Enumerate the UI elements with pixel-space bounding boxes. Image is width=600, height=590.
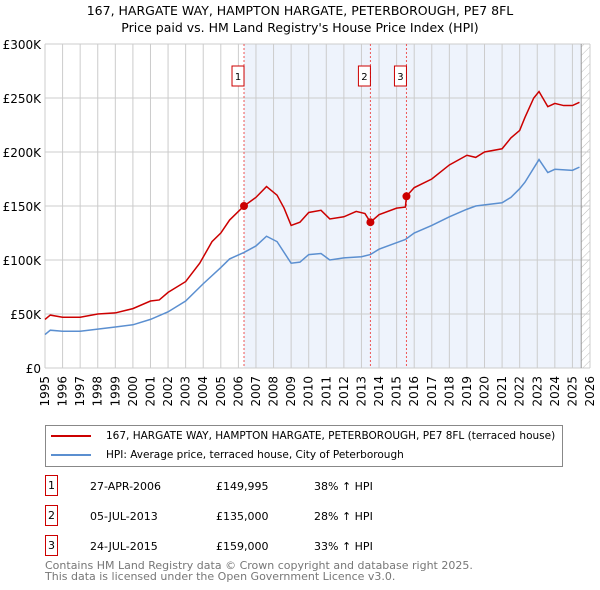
sale-hpi-change: 38% ↑ HPI xyxy=(314,479,373,493)
sale-point xyxy=(366,218,375,227)
y-tick-label: £300K xyxy=(3,38,43,52)
x-tick-label: 2005 xyxy=(214,376,228,407)
sale-hpi-change: 33% ↑ HPI xyxy=(314,539,373,553)
sale-number-badge: 3 xyxy=(45,535,58,556)
x-tick-label: 1998 xyxy=(91,376,105,407)
x-tick-label: 2013 xyxy=(354,376,368,407)
sale-point xyxy=(402,192,411,201)
legend-swatch-property xyxy=(51,435,91,437)
sale-point xyxy=(240,202,249,211)
x-tick-label: 2017 xyxy=(425,376,439,407)
hpi-line xyxy=(44,158,580,336)
legend-label-hpi: HPI: Average price, terraced house, City… xyxy=(106,449,404,461)
legend-swatch-hpi xyxy=(51,454,91,456)
y-tick-label: £250K xyxy=(3,92,43,106)
footer-line: This data is licensed under the Open Gov… xyxy=(45,570,396,583)
x-tick-label: 2008 xyxy=(267,376,281,407)
sale-date: 05-JUL-2013 xyxy=(90,509,158,523)
sale-label-box xyxy=(357,65,371,87)
property-price-line xyxy=(44,90,580,320)
sale-label: 2 xyxy=(361,72,367,83)
y-tick-label: £100K xyxy=(3,254,43,268)
footer: Contains HM Land Registry data © Crown c… xyxy=(45,560,473,582)
x-tick-label: 1995 xyxy=(38,376,52,407)
y-tick-label: £150K xyxy=(3,200,43,214)
x-tick-label: 2016 xyxy=(407,376,421,407)
x-tick-label: 2006 xyxy=(231,376,245,407)
y-tick-label: £0 xyxy=(26,362,41,376)
sale-price: £135,000 xyxy=(216,509,269,523)
x-tick-label: 2025 xyxy=(565,376,579,407)
sale-label: 1 xyxy=(235,72,241,83)
sale-hpi-change: 28% ↑ HPI xyxy=(314,509,373,523)
sale-number-badge: 1 xyxy=(45,475,58,496)
chart-title: 167, HARGATE WAY, HAMPTON HARGATE, PETER… xyxy=(86,3,514,18)
x-tick-label: 2001 xyxy=(143,376,157,407)
x-tick-label: 2024 xyxy=(548,376,562,407)
x-tick-label: 1996 xyxy=(56,376,70,407)
x-tick-label: 1997 xyxy=(73,376,87,407)
sale-label-box xyxy=(231,65,245,87)
footer-line: Contains HM Land Registry data © Crown c… xyxy=(45,559,473,572)
x-tick-label: 2007 xyxy=(249,376,263,407)
y-tick-label: £200K xyxy=(3,146,43,160)
x-tick-label: 2003 xyxy=(179,376,193,407)
sale-label-box xyxy=(393,65,407,87)
y-tick-label: £50K xyxy=(10,308,42,322)
x-tick-label: 2000 xyxy=(126,376,140,407)
sale-price: £149,995 xyxy=(216,479,269,493)
legend-label-property: 167, HARGATE WAY, HAMPTON HARGATE, PETER… xyxy=(106,430,556,442)
legend: 167, HARGATE WAY, HAMPTON HARGATE, PETER… xyxy=(45,425,563,467)
x-tick-label: 2012 xyxy=(337,376,351,407)
sale-date: 27-APR-2006 xyxy=(90,479,162,493)
x-tick-label: 2002 xyxy=(161,376,175,407)
x-tick-label: 2022 xyxy=(513,376,527,407)
x-tick-label: 2023 xyxy=(530,376,544,407)
x-tick-label: 2026 xyxy=(583,376,597,407)
price-chart: 1995 1996 1997 1998 1999 2000 2001 2002 2003 2004… xyxy=(3,38,597,407)
x-tick-label: 2020 xyxy=(478,376,492,407)
sale-label: 3 xyxy=(397,72,403,83)
x-tick-label: 2015 xyxy=(390,376,404,407)
x-tick-label: 2010 xyxy=(302,376,316,407)
x-tick-label: 2021 xyxy=(495,376,509,407)
x-tick-label: 2011 xyxy=(319,376,333,407)
x-tick-label: 2004 xyxy=(196,376,210,407)
sale-price: £159,000 xyxy=(216,539,269,553)
sale-number-badge: 2 xyxy=(45,505,58,526)
x-tick-label: 2019 xyxy=(460,376,474,407)
sale-date: 24-JUL-2015 xyxy=(90,539,158,553)
x-tick-label: 2009 xyxy=(284,376,298,407)
chart-subtitle: Price paid vs. HM Land Registry's House … xyxy=(121,20,479,35)
x-tick-label: 2018 xyxy=(442,376,456,407)
x-tick-label: 2014 xyxy=(372,376,386,407)
x-tick-label: 1999 xyxy=(108,376,122,407)
